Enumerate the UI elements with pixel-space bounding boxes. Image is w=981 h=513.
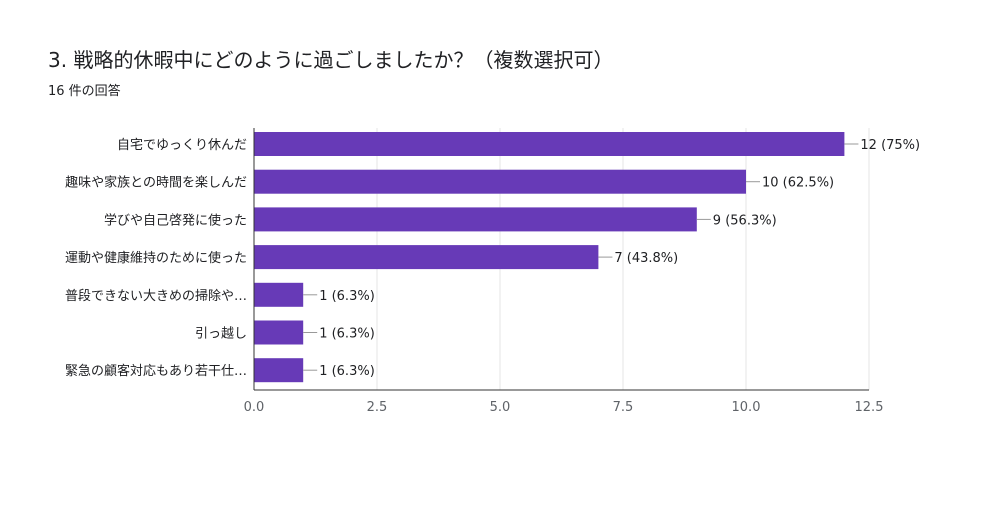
bar — [254, 282, 304, 307]
x-tick-label: 7.5 — [613, 400, 634, 415]
x-tick-label: 10.0 — [732, 400, 761, 415]
category-label: 学びや自己啓発に使った — [104, 212, 247, 228]
response-count: 16 件の回答 — [48, 84, 121, 99]
bar — [254, 207, 697, 232]
data-label: 7 (43.8%) — [614, 251, 678, 266]
category-label: 緊急の顧客対応もあり若干仕… — [65, 363, 247, 379]
bar — [254, 320, 304, 345]
x-tick-label: 2.5 — [367, 400, 388, 415]
bar — [254, 245, 599, 270]
question-title: 3. 戦略的休暇中にどのように過ごしましたか？（複数選択可） — [48, 48, 614, 72]
x-tick-label: 5.0 — [490, 400, 511, 415]
bar — [254, 132, 845, 156]
x-tick-label: 0.0 — [244, 400, 265, 415]
data-label: 10 (62.5%) — [762, 176, 834, 191]
axes — [253, 128, 869, 391]
x-tick-label: 12.5 — [855, 400, 884, 415]
category-label: 自宅でゆっくり休んだ — [117, 138, 247, 153]
category-label: 引っ越し — [195, 327, 247, 342]
data-label: 1 (6.3%) — [319, 289, 375, 304]
category-label: 趣味や家族との時間を楽しんだ — [65, 175, 247, 191]
data-label: 1 (6.3%) — [319, 364, 375, 379]
labels: 0.0 2.5 5.0 7.5 10.0 12.5 自宅でゆっくり休んだ 12 (75%) 趣味… — [65, 138, 920, 415]
category-label: 普段できない大きめの掃除や… — [65, 288, 247, 304]
data-label: 12 (75%) — [860, 138, 920, 153]
data-label: 1 (6.3%) — [319, 327, 375, 342]
category-label: 運動や健康維持のために使った — [65, 250, 247, 266]
data-label: 9 (56.3%) — [713, 213, 777, 228]
bar — [254, 358, 304, 383]
bars — [254, 132, 845, 383]
bar — [254, 169, 746, 194]
